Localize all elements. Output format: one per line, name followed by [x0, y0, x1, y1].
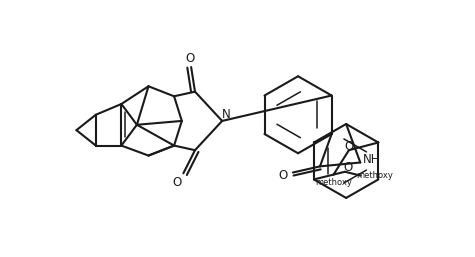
Text: O: O	[343, 161, 352, 175]
Text: NH: NH	[362, 153, 380, 166]
Text: methoxy: methoxy	[356, 171, 393, 180]
Text: methoxy: methoxy	[315, 178, 352, 187]
Text: O: O	[344, 140, 353, 153]
Text: O: O	[278, 169, 287, 182]
Text: O: O	[172, 176, 182, 189]
Text: O: O	[185, 52, 194, 65]
Text: N: N	[222, 108, 230, 121]
